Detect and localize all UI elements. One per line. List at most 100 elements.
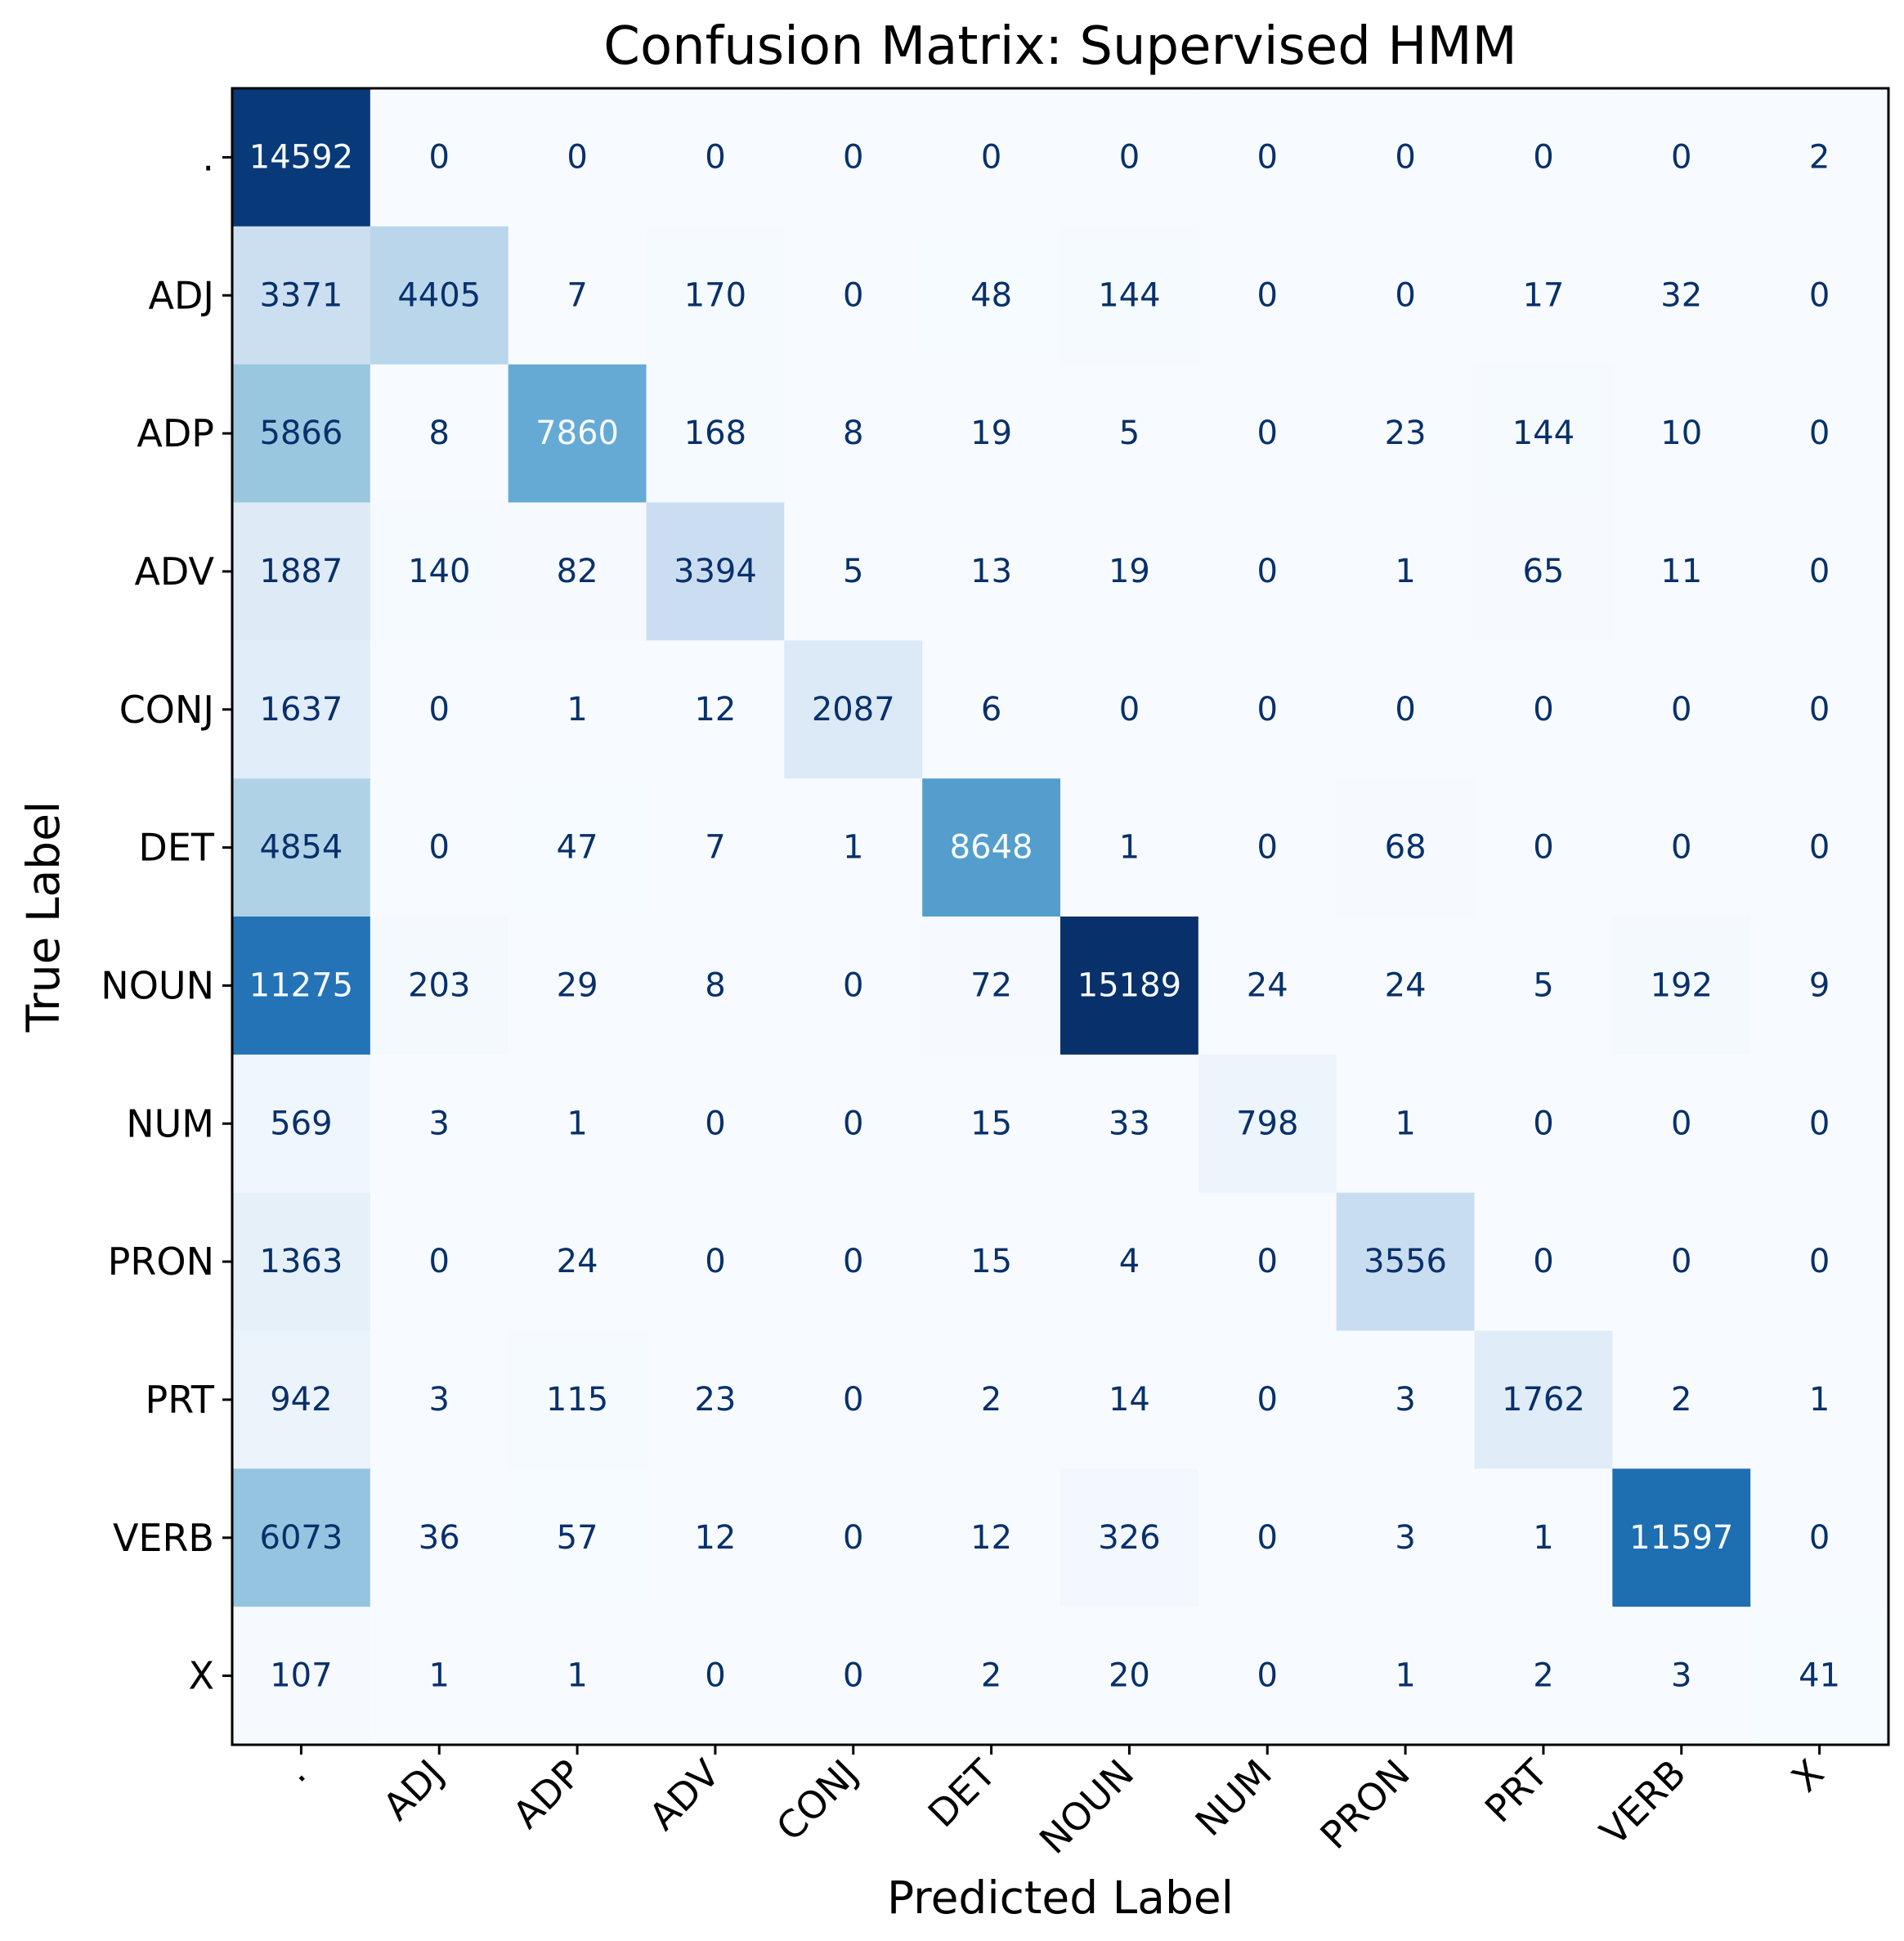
heatmap-cell [1474, 226, 1613, 365]
cell-value-label: 0 [1809, 276, 1830, 314]
cell-value-label: 0 [1533, 829, 1553, 867]
cell-value-label: 0 [843, 138, 863, 176]
heatmap-cell [1336, 1330, 1476, 1469]
cell-value-label: 2 [981, 1381, 1001, 1419]
cell-value-label: 170 [684, 276, 746, 314]
cell-value-label: 65 [1522, 553, 1564, 590]
cell-value-label: 1887 [260, 553, 343, 590]
cell-value-label: 0 [705, 138, 725, 176]
heatmap-cell [784, 1192, 923, 1332]
cell-value-label: 140 [408, 553, 470, 590]
cell-value-label: 0 [1257, 829, 1278, 867]
cell-value-label: 2087 [812, 691, 895, 728]
cell-value-label: 13 [970, 553, 1012, 590]
heatmap-cell [1060, 1330, 1199, 1469]
cell-value-label: 798 [1236, 1105, 1298, 1142]
heatmap-cell [1474, 1054, 1613, 1194]
cell-value-label: 7 [567, 276, 587, 314]
cell-value-label: 5 [1533, 966, 1553, 1004]
cell-value-label: 72 [970, 966, 1012, 1004]
heatmap-cell [1612, 88, 1751, 227]
heatmap-cell [232, 1468, 371, 1607]
cell-value-label: 0 [567, 138, 587, 176]
cell-value-label: 17 [1522, 276, 1564, 314]
heatmap-cell [1612, 1330, 1751, 1469]
cell-value-label: 8 [705, 966, 725, 1004]
heatmap-cell [1750, 1054, 1889, 1194]
cell-value-label: 8 [429, 415, 450, 452]
cell-value-label: 1762 [1502, 1381, 1585, 1419]
cell-value-label: 9 [1809, 966, 1830, 1004]
x-tick-label: CONJ [768, 1751, 866, 1849]
cell-value-label: 107 [270, 1657, 332, 1695]
heatmap-cell [1198, 778, 1337, 917]
cell-value-label: 0 [843, 1519, 863, 1557]
cell-value-label: 15 [970, 1243, 1012, 1280]
heatmap-cell [1060, 917, 1199, 1056]
cell-value-label: 1 [1395, 1657, 1415, 1695]
cell-value-label: 3 [429, 1381, 450, 1419]
cell-value-label: 19 [1109, 553, 1150, 590]
heatmap-cell [508, 1054, 647, 1194]
cell-value-label: 3394 [674, 553, 757, 590]
x-tick-label: PRT [1476, 1750, 1557, 1831]
cell-value-label: 1 [567, 1657, 587, 1695]
heatmap-cell [370, 917, 509, 1056]
heatmap-cell [1336, 88, 1476, 227]
cell-value-label: 0 [1257, 1243, 1278, 1280]
cell-value-label: 7 [705, 829, 725, 867]
cell-value-label: 5 [843, 553, 863, 590]
cell-value-label: 0 [843, 1105, 863, 1142]
heatmap-cell [1750, 226, 1889, 365]
cell-value-label: 0 [1533, 1105, 1553, 1142]
heatmap-cell [646, 364, 785, 504]
cell-value-label: 0 [1533, 691, 1553, 728]
heatmap-cell [1612, 502, 1751, 641]
cell-value-label: 203 [408, 966, 470, 1004]
heatmap-cell [370, 502, 509, 641]
cell-value-label: 2 [1671, 1381, 1691, 1419]
cell-value-label: 23 [1385, 415, 1427, 452]
y-tick-label: NOUN [101, 963, 214, 1007]
x-tick-label: ADP [504, 1751, 590, 1837]
heatmap-cell [1336, 364, 1476, 504]
heatmap-cell [232, 640, 371, 779]
cell-value-label: 2 [981, 1657, 1001, 1695]
heatmap-cell [922, 1468, 1061, 1607]
cell-value-label: 48 [970, 276, 1012, 314]
heatmap-cell [1612, 364, 1751, 504]
cell-value-label: 0 [1671, 138, 1691, 176]
cell-value-label: 4405 [397, 276, 481, 314]
cell-value-label: 1 [429, 1657, 450, 1695]
cell-value-label: 19 [970, 415, 1012, 452]
cell-value-label: 1 [567, 1105, 587, 1142]
x-axis-ticks: . ADJ ADP ADV CONJ DET NOUN NUM PRON PRT VERB X [275, 1745, 1832, 1863]
heatmap-cell [1198, 1330, 1337, 1469]
x-tick-label: PRON [1312, 1751, 1418, 1858]
cell-value-label: 0 [705, 1105, 725, 1142]
heatmap-cell [508, 1607, 647, 1746]
cell-value-label: 0 [1671, 1105, 1691, 1142]
cell-value-label: 0 [1809, 1243, 1830, 1280]
cell-value-label: 8 [843, 415, 863, 452]
cell-value-label: 1 [1533, 1519, 1553, 1557]
heatmap-cell [370, 1468, 509, 1607]
cell-value-label: 3 [1395, 1519, 1415, 1557]
heatmap-cell [1060, 226, 1199, 365]
cell-value-label: 0 [1809, 1105, 1830, 1142]
heatmap-cell [232, 778, 371, 917]
cell-value-label: 0 [1809, 1519, 1830, 1557]
cell-value-label: 0 [429, 691, 450, 728]
heatmap-cell [1612, 1468, 1751, 1607]
cell-value-label: 192 [1651, 966, 1713, 1004]
heatmap-cell [370, 640, 509, 779]
heatmap-cell [922, 1054, 1061, 1194]
cell-value-label: 20 [1109, 1657, 1150, 1695]
heatmap-cell [1336, 778, 1476, 917]
cell-value-label: 0 [1395, 691, 1415, 728]
heatmap-cell [508, 1192, 647, 1332]
cell-value-label: 0 [843, 1657, 863, 1695]
heatmap-cell [1474, 364, 1613, 504]
heatmap-cell [1198, 917, 1337, 1056]
